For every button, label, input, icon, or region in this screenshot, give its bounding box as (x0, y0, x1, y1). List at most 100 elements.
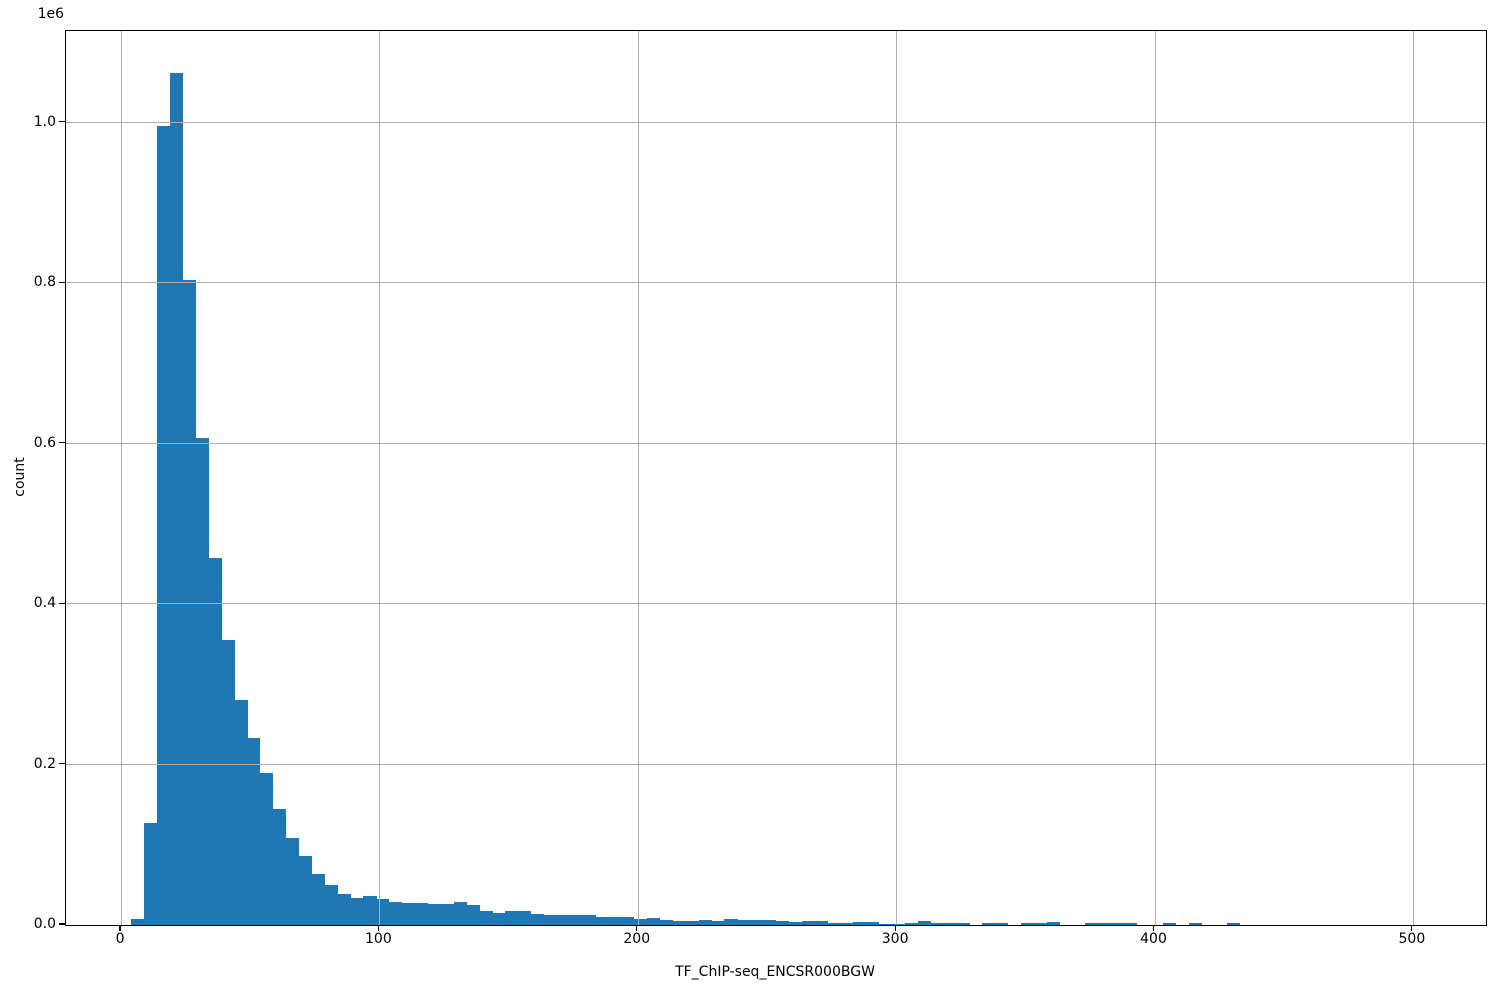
y-tick-label: 0.6 (33, 434, 56, 451)
histogram-bar (608, 916, 622, 925)
y-tick (59, 923, 65, 925)
x-tick-label: 0 (115, 931, 125, 947)
histogram-bar (157, 125, 171, 925)
histogram-bar (505, 910, 519, 925)
histogram-bar (801, 921, 815, 925)
histogram-bar (904, 922, 919, 925)
x-gridline (637, 31, 639, 925)
x-tick-label: 400 (1140, 931, 1167, 947)
histogram-bar (685, 920, 699, 925)
x-gridline (1154, 31, 1156, 925)
x-tick (377, 925, 379, 931)
x-tick (119, 925, 121, 931)
y-tick (59, 602, 65, 604)
histogram-bar (415, 903, 429, 925)
histogram-bar (814, 921, 828, 925)
histogram-bar (659, 920, 674, 925)
histogram-bar (621, 917, 635, 925)
histogram-bar (634, 919, 648, 925)
histogram-bar (221, 640, 235, 925)
x-axis-label: TF_ChIP-seq_ENCSR000BGW (675, 964, 875, 980)
y-axis-offset-text: 1e6 (37, 6, 64, 22)
histogram-bar (750, 920, 764, 925)
x-gridline (1412, 31, 1414, 925)
histogram-bar (1188, 923, 1202, 925)
histogram-bar (427, 904, 441, 925)
histogram-bar (672, 920, 686, 925)
y-tick-label: 0.4 (33, 595, 56, 612)
y-tick-label: 0.8 (33, 274, 56, 291)
y-tick (59, 281, 65, 283)
histogram-bar (518, 910, 532, 925)
histogram-bar (1020, 923, 1035, 925)
histogram-bar (311, 874, 325, 925)
histogram-bar (389, 901, 403, 925)
histogram-bar (144, 823, 158, 925)
histogram-bar (247, 738, 261, 925)
x-tick-label: 500 (1398, 931, 1426, 947)
histogram-bar (917, 921, 931, 925)
histogram-bar (440, 904, 454, 925)
histogram-bar (1046, 921, 1060, 925)
histogram-bar (840, 923, 854, 925)
histogram-bar (1033, 923, 1047, 925)
histogram-bar (131, 918, 145, 925)
x-gridline (896, 31, 898, 925)
histogram-bar (582, 914, 596, 925)
histogram-bar (479, 910, 493, 925)
x-tick (1411, 925, 1413, 931)
histogram-bar (234, 699, 248, 925)
histogram-bar (569, 914, 583, 925)
histogram-bar (698, 920, 712, 925)
y-gridline (66, 763, 1486, 765)
histogram-bar (1085, 923, 1099, 925)
y-gridline (66, 121, 1486, 123)
y-gridline (66, 603, 1486, 605)
histogram-bar (982, 922, 996, 925)
histogram-bar (647, 917, 661, 925)
y-gridline (66, 442, 1486, 444)
histogram-bar (531, 913, 545, 925)
x-tick-label: 100 (365, 931, 392, 947)
histogram-bar (556, 914, 570, 925)
histogram-bar (402, 902, 416, 925)
y-tick (59, 121, 65, 123)
x-tick (894, 925, 896, 931)
x-gridline (121, 31, 123, 925)
x-tick-label: 200 (623, 931, 651, 947)
y-tick-label: 0.0 (33, 916, 56, 932)
histogram-bar (866, 921, 880, 925)
histogram-bar (788, 922, 802, 925)
histogram-bar (170, 73, 184, 925)
histogram-bar (260, 772, 274, 925)
histogram-bar (208, 558, 222, 925)
histogram-bar (453, 901, 467, 925)
histogram-bar (350, 897, 364, 925)
histogram-bar (1227, 923, 1241, 925)
y-tick (59, 442, 65, 444)
histogram-bar (273, 808, 287, 925)
x-tick-label: 300 (881, 931, 909, 947)
x-tick (1152, 925, 1155, 931)
histogram-bar (337, 893, 351, 925)
histogram-bar (543, 914, 558, 925)
x-tick (636, 925, 638, 931)
x-gridline (379, 31, 381, 925)
histogram-bar (879, 924, 893, 925)
histogram-bar (595, 916, 609, 925)
histogram-bar (1162, 923, 1176, 925)
histogram-bar (943, 922, 957, 925)
histogram-bar (763, 920, 777, 925)
histogram-bar (324, 885, 338, 925)
histogram-bar (711, 921, 725, 925)
histogram-bar (363, 896, 377, 925)
histogram-bar (1098, 923, 1112, 925)
histogram-bar (995, 922, 1009, 925)
histogram-bar (376, 899, 390, 925)
histogram-bar (853, 921, 867, 925)
histogram-bar (195, 438, 209, 925)
histogram-bar (737, 919, 751, 925)
y-axis-label: count (12, 457, 28, 497)
y-gridline (66, 282, 1486, 284)
